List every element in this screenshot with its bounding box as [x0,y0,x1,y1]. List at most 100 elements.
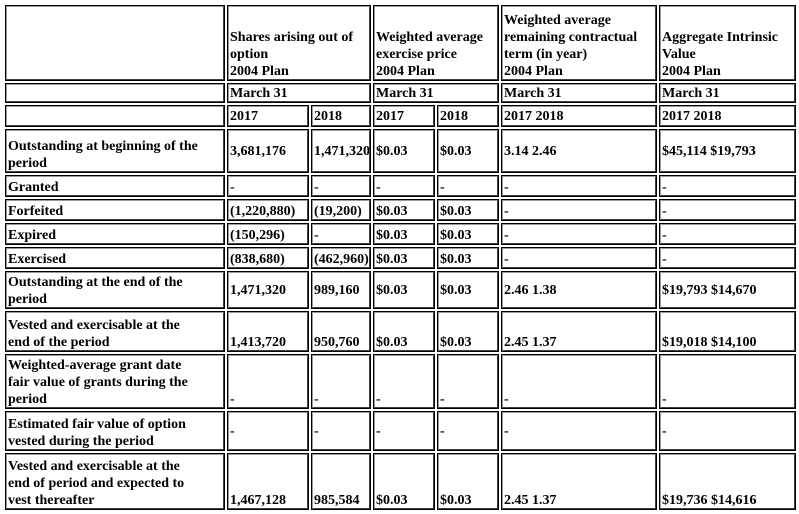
cell-text: $0.03 [376,335,408,350]
price-2017: $0.03 [373,271,435,309]
cell-text: $19,018 $14,100 [662,335,757,350]
cell-text: - [504,204,509,219]
date-label-term: March 31 [501,83,657,103]
shares-2017: - [227,354,309,409]
cell-text: March 31 [376,85,434,101]
intrinsic-values: $19,736 $14,616 [659,453,796,510]
date-label-shares: March 31 [227,83,371,103]
cell-text: 2004 Plan [662,64,721,79]
cell-text: vested during the period [8,434,154,449]
cell-text: - [662,423,667,439]
cell-text: 2017 2018 [504,108,564,124]
cell-text: - [504,180,509,195]
intrinsic-values: - [659,199,796,221]
row-label: Exercised [5,247,225,269]
cell-text: Expired [8,228,56,243]
cell-text: - [662,228,667,243]
cell-text: $0.03 [376,228,408,243]
cell-text: Weighted average [504,13,611,28]
shares-2018: 950,760 [311,311,371,352]
intrinsic-values: - [659,354,796,409]
cell-text: option [230,47,269,62]
term-values: 2.45 1.37 [501,311,657,352]
cell-text: $0.03 [440,143,472,159]
cell-text: - [662,180,667,195]
date-label-price: March 31 [373,83,499,103]
cell-text: $0.03 [376,204,408,219]
shares-2017: - [227,411,309,451]
price-2017: $0.03 [373,199,435,221]
price-2018: - [437,175,499,197]
price-2017: $0.03 [373,311,435,352]
row-label: Vested and exercisable at the end of peri… [5,453,225,510]
shares-2017: 1,413,720 [227,311,309,352]
price-2017: $0.03 [373,247,435,269]
year-price-2018: 2018 [437,105,499,127]
cell-text: - [504,423,509,439]
cell-text: 3.14 2.46 [504,143,557,159]
cell-text: - [230,180,235,195]
cell-text: 3,681,176 [230,143,286,159]
cell-text: remaining contractual [504,30,638,45]
year-shares-2017: 2017 [227,105,309,127]
cell-text: $19,793 $14,670 [662,282,757,298]
price-2018: - [437,411,499,451]
cell-text: 2.45 1.37 [504,493,557,508]
shares-2018: - [311,223,371,245]
cell-text: - [314,392,319,407]
cell-text: $45,114 $19,793 [662,143,756,159]
price-2017: - [373,175,435,197]
cell-text: 2017 [376,108,404,124]
cell-text: Granted [8,180,59,195]
shares-2017: (150,296) [227,223,309,245]
intrinsic-values: $45,114 $19,793 [659,129,796,173]
price-2018: $0.03 [437,199,499,221]
row-label: Outstanding at beginning of the period [5,129,225,173]
intrinsic-values: - [659,411,796,451]
header-price: Weighted average exercise price 2004 Plan [373,5,499,81]
cell-text: Weighted average [376,30,483,45]
cell-text: 1,471,320 [230,282,286,298]
cell-text: $19,736 $14,616 [662,493,757,508]
cell-text: Outstanding at beginning of the [8,139,198,154]
cell-text: Forfeited [8,204,64,219]
cell-text: $0.03 [376,493,408,508]
cell-text: $0.03 [376,252,408,267]
cell-text: 1,471,320 [314,143,370,159]
cell-text: $0.03 [440,282,472,298]
cell-text: Value [662,47,696,62]
price-2017: $0.03 [373,129,435,173]
cell-text: (462,960) [314,252,369,267]
price-2018: $0.03 [437,223,499,245]
price-2018: - [437,354,499,409]
row-label: Vested and exercisable at the end of the … [5,311,225,352]
term-values: 2.46 1.38 [501,271,657,309]
cell-text: Vested and exercisable at the [8,318,180,333]
shares-2018: 1,471,320 [311,129,371,173]
year-shares-2018: 2018 [311,105,371,127]
cell-text: - [314,228,319,243]
cell-text: $0.03 [440,335,472,350]
cell-text: - [504,228,509,243]
intrinsic-values: - [659,175,796,197]
cell-text: - [504,252,509,267]
cell-text: $0.03 [440,228,472,243]
cell-text: - [440,392,445,407]
cell-text: - [376,392,381,407]
shares-2018: - [311,354,371,409]
cell-text: 2004 Plan [230,64,289,79]
row-label: Estimated fair value of option vested dur… [5,411,225,451]
cell-text: 2.46 1.38 [504,282,557,298]
shares-2018: - [311,175,371,197]
cell-text: Vested and exercisable at the [8,459,180,474]
cell-text: Weighted-average grant date [8,358,182,373]
cell-text: 2017 [230,108,258,124]
shares-2017: (838,680) [227,247,309,269]
shares-2017: 1,467,128 [227,453,309,510]
row-label: Outstanding at the end of the period [5,271,225,309]
row-label: Weighted-average grant date fair value of… [5,354,225,409]
shares-2018: (462,960) [311,247,371,269]
cell-text: (19,200) [314,204,362,219]
term-values: - [501,411,657,451]
year-row-empty [5,105,225,127]
